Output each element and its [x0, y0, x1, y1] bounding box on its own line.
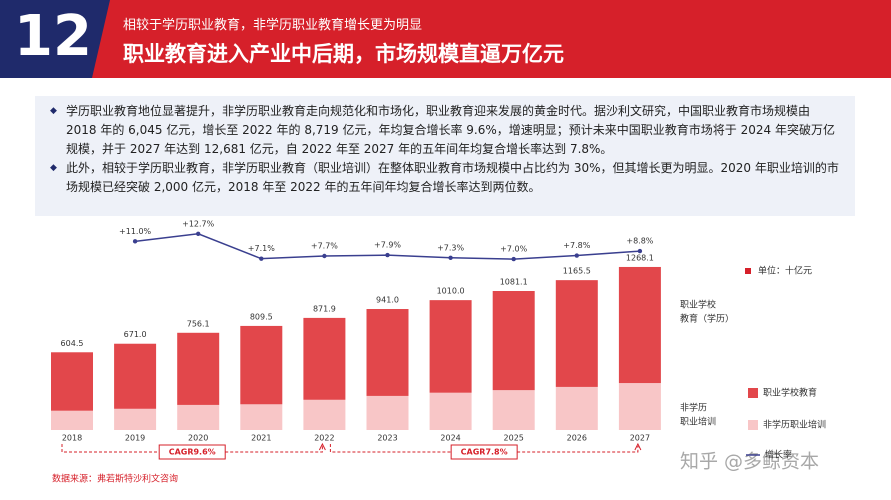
watermark: 知乎 @多鲸资本 [680, 451, 819, 473]
x-tick-label: 2025 [504, 434, 524, 443]
summary-box: 学历职业教育地位显著提升，非学历职业教育走向规范化和市场化，职业教育迎来发展的黄… [35, 96, 855, 216]
x-tick-label: 2026 [567, 434, 587, 443]
total-label: 671.0 [124, 330, 147, 339]
title: 职业教育进入产业中后期，市场规模直逼万亿元 [123, 42, 564, 66]
x-tick-label: 2022 [314, 434, 334, 443]
growth-label: +7.3% [437, 243, 464, 252]
growth-point [259, 256, 264, 261]
total-label: 1268.1 [626, 253, 654, 262]
bullet: 此外，相较于学历职业教育，非学历职业教育（职业培训）在整体职业教育市场规模中占比… [50, 159, 840, 197]
x-tick-label: 2019 [125, 434, 145, 443]
cagr-label: CAGR9.6% [169, 448, 216, 457]
growth-point [637, 248, 643, 254]
bar-segment [240, 325, 283, 405]
x-tick-label: 2023 [377, 434, 397, 443]
bar-segment [114, 408, 157, 430]
bar-segment [429, 300, 472, 393]
bar-segment [303, 399, 346, 430]
growth-label: +7.0% [500, 245, 527, 254]
bar-segment [555, 386, 598, 430]
bar-segment [51, 352, 93, 411]
legend-label: 非学历职业培训 [763, 419, 826, 431]
growth-point [385, 252, 390, 258]
number-block [0, 0, 110, 78]
header-shape [0, 0, 110, 78]
growth-label: +7.1% [248, 244, 275, 253]
bar-segment [240, 404, 283, 430]
bar-segment [492, 390, 535, 430]
growth-label: +7.7% [311, 242, 338, 251]
growth-point [196, 231, 201, 236]
bar-segment [177, 332, 220, 405]
x-tick-label: 2021 [251, 434, 271, 443]
bar-segment [303, 317, 346, 400]
growth-label: +11.0% [119, 227, 152, 236]
bar-segment [618, 266, 661, 384]
cagr-box [450, 444, 518, 460]
total-label: 809.5 [250, 312, 273, 321]
side-label: 教育（学历） [680, 313, 734, 325]
legend-swatch [748, 388, 758, 398]
growth-label: +7.9% [374, 241, 401, 250]
source: 数据来源：弗若斯特沙利文咨询 [52, 473, 178, 485]
legend-label: 职业学校教育 [763, 387, 817, 399]
cagr-bracket [329, 444, 639, 453]
bar-segment [366, 309, 409, 396]
legend-swatch [748, 420, 758, 430]
cagr-arrow [318, 442, 326, 451]
bar-segment [618, 383, 661, 430]
cagr-label: CAGR7.8% [461, 448, 508, 457]
subtitle: 相较于学历职业教育，非学历职业教育增长更为明显 [123, 18, 423, 33]
growth-label: +7.8% [563, 241, 590, 250]
total-label: 1165.5 [563, 267, 591, 276]
unit-marker [745, 268, 751, 274]
side-label: 非学历 [680, 402, 707, 414]
x-tick-label: 2020 [188, 434, 208, 443]
total-label: 756.1 [187, 319, 210, 328]
total-label: 871.9 [313, 304, 336, 313]
growth-point [574, 253, 579, 258]
bullet: 学历职业教育地位显著提升，非学历职业教育走向规范化和市场化，职业教育迎来发展的黄… [50, 102, 840, 159]
bar-segment [492, 291, 535, 391]
total-label: 1010.0 [437, 287, 465, 296]
growth-point [511, 256, 516, 262]
bar-segment [177, 404, 220, 430]
bar-segment [51, 410, 93, 430]
bar-segment [555, 280, 598, 387]
x-tick-label: 2024 [440, 434, 460, 443]
cagr-bracket [61, 444, 323, 453]
x-tick-label: 2027 [630, 434, 650, 443]
header: 12 相较于学历职业教育，非学历职业教育增长更为明显 职业教育进入产业中后期，市… [0, 0, 891, 78]
side-label: 职业培训 [680, 416, 716, 428]
total-label: 941.0 [376, 296, 399, 305]
side-label: 职业学校 [680, 299, 716, 311]
growth-label: +8.8% [626, 237, 653, 246]
section-number: 12 [14, 4, 92, 69]
growth-point [132, 239, 138, 244]
cagr-arrow [634, 442, 642, 451]
x-tick-label: 2018 [62, 434, 82, 443]
unit: 单位：十亿元 [758, 265, 812, 277]
growth-point [448, 255, 453, 260]
growth-point [322, 253, 327, 259]
growth-label: +12.7% [182, 219, 215, 228]
bar-segment [366, 395, 409, 430]
total-label: 604.5 [61, 339, 84, 348]
bar-segment [114, 343, 157, 409]
total-label: 1081.1 [500, 278, 528, 287]
legend-label: 增长率 [765, 449, 792, 461]
cagr-box [158, 444, 226, 460]
bar-segment [429, 392, 472, 430]
